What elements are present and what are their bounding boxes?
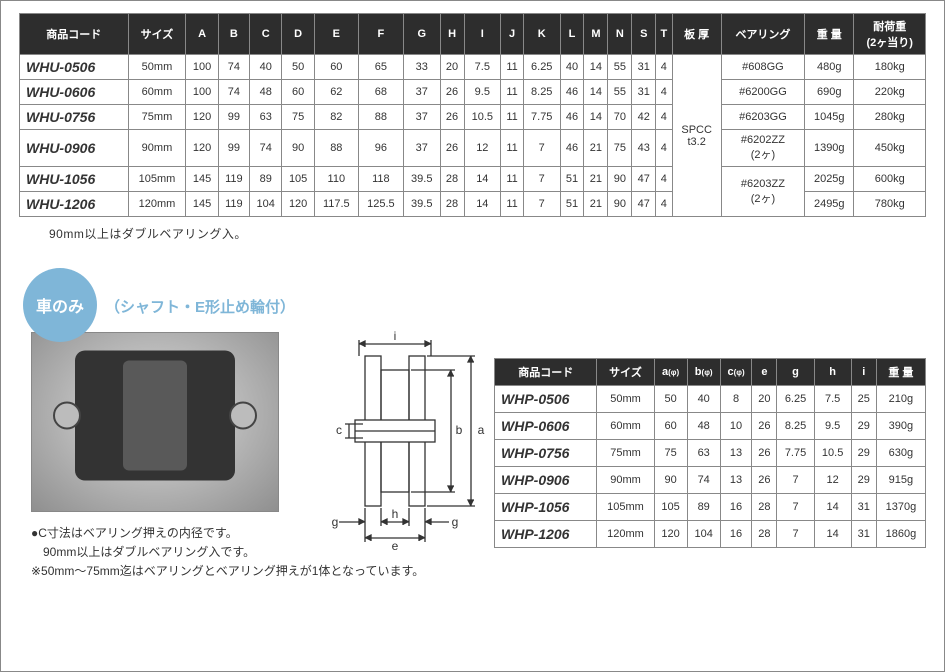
svg-text:g: g <box>332 515 339 529</box>
svg-text:c: c <box>336 423 342 437</box>
table-header: サイズ <box>597 359 654 386</box>
svg-text:e: e <box>392 539 399 550</box>
table-header: A <box>186 14 218 55</box>
table-header: h <box>814 359 851 386</box>
svg-text:g: g <box>452 515 459 529</box>
table-header: I <box>464 14 501 55</box>
table-header: H <box>440 14 464 55</box>
table-header: サイズ <box>128 14 186 55</box>
subtitle-shaft-ering: （シャフト・E形止め輪付） <box>105 296 295 317</box>
table-row: WHP-060660mm604810268.259.529390g <box>495 413 926 440</box>
table-header: L <box>560 14 584 55</box>
table-row: WHU-090690mm1209974908896372612117462175… <box>20 130 926 167</box>
table-header: M <box>584 14 608 55</box>
table-header: F <box>358 14 403 55</box>
note-double-bearing: 90mm以上はダブルベアリング入。 <box>49 225 926 242</box>
table-header: J <box>501 14 524 55</box>
table-header: B <box>218 14 249 55</box>
table-header: c(φ) <box>720 359 752 386</box>
svg-text:i: i <box>394 329 397 343</box>
svg-text:h: h <box>392 507 399 521</box>
table-header: N <box>608 14 632 55</box>
table-header: T <box>656 14 672 55</box>
table-row: WHP-050650mm50408206.257.525210g <box>495 386 926 413</box>
table-row: WHU-1056105mm1451198910511011839.5281411… <box>20 167 926 192</box>
table-row: WHP-075675mm756313267.7510.529630g <box>495 440 926 467</box>
table-header: 商品コード <box>495 359 597 386</box>
table-header: 耐荷重(2ヶ当り) <box>854 14 926 55</box>
wheel-only-badge: 車のみ <box>23 268 97 342</box>
table-row: WHP-1206120mm1201041628714311860g <box>495 521 926 548</box>
table-header: G <box>403 14 440 55</box>
table-header: 重 量 <box>805 14 854 55</box>
table-header: 板 厚 <box>672 14 721 55</box>
svg-text:a: a <box>478 423 485 437</box>
table-header: ベアリング <box>721 14 804 55</box>
table-row: WHP-1056105mm105891628714311370g <box>495 494 926 521</box>
table-header: b(φ) <box>687 359 720 386</box>
product-photo <box>31 332 279 512</box>
table-row: WHP-090690mm9074132671229915g <box>495 467 926 494</box>
table-header: E <box>314 14 358 55</box>
table-row: WHU-050650mm100744050606533207.5116.2540… <box>20 55 926 80</box>
svg-text:b: b <box>456 423 463 437</box>
table-row: WHU-075675mm1209963758288372610.5117.754… <box>20 105 926 130</box>
table-header: 重 量 <box>876 359 925 386</box>
table-header: C <box>250 14 282 55</box>
spec-table-whp: 商品コードサイズa(φ)b(φ)c(φ)eghi重 量 WHP-050650mm… <box>494 358 926 548</box>
table-header: i <box>851 359 876 386</box>
table-header: a(φ) <box>654 359 687 386</box>
table-header: g <box>777 359 814 386</box>
dimension-diagram: i a b c h e g g <box>299 326 499 550</box>
table-header: e <box>752 359 777 386</box>
table-header: K <box>523 14 560 55</box>
table-header: S <box>632 14 656 55</box>
spec-table-whu: 商品コードサイズABCDEFGHIJKLMNST板 厚ベアリング重 量耐荷重(2… <box>19 13 926 217</box>
table-row: WHU-060660mm100744860626837269.5118.2546… <box>20 80 926 105</box>
table-header: 商品コード <box>20 14 129 55</box>
table-header: D <box>282 14 314 55</box>
